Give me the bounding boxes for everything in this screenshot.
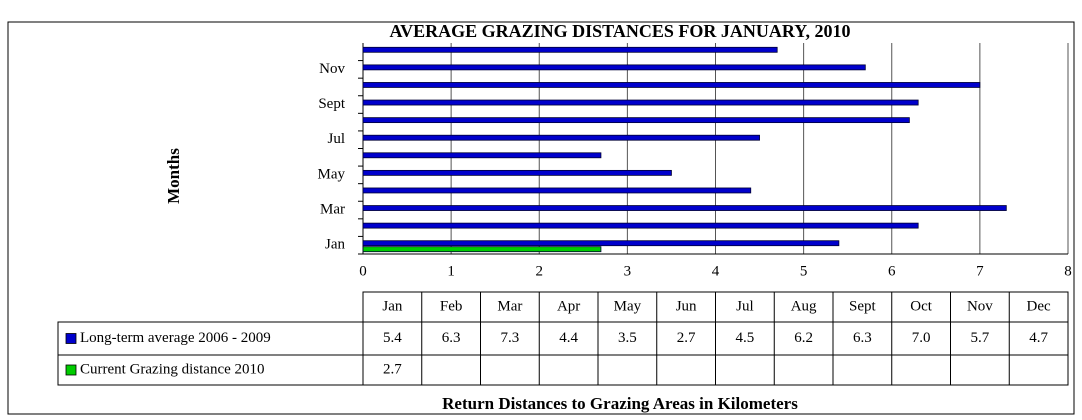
bar <box>362 64 866 71</box>
y-tick-label: Jan <box>325 237 345 253</box>
table-value: 5.4 <box>383 330 402 346</box>
x-tick-label: 6 <box>888 263 896 279</box>
table-value: 2.7 <box>677 330 696 346</box>
chart-title: AVERAGE GRAZING DISTANCES FOR JANUARY, 2… <box>389 21 850 41</box>
bar <box>362 246 602 253</box>
bar <box>362 117 910 124</box>
x-tick-label: 3 <box>624 263 632 279</box>
table-header: Mar <box>497 298 522 314</box>
x-tick-label: 4 <box>712 263 720 279</box>
table-header: Sept <box>849 298 877 314</box>
table-header: Feb <box>440 298 463 314</box>
table-value: 7.0 <box>912 330 931 346</box>
bar <box>362 205 1007 211</box>
table-value: 6.3 <box>442 330 461 346</box>
table-value: 6.2 <box>794 330 813 346</box>
bar <box>362 222 919 229</box>
table-value: 5.7 <box>971 330 990 346</box>
y-tick-label: Sept <box>318 96 346 112</box>
x-tick-label: 1 <box>447 263 455 279</box>
legend-swatch <box>65 333 77 344</box>
table-header: Jun <box>676 298 697 314</box>
table-value: 2.7 <box>383 361 402 377</box>
bar <box>362 134 760 141</box>
table-header: Aug <box>791 298 817 314</box>
table-value: 7.3 <box>501 330 520 346</box>
table-header: May <box>614 298 642 314</box>
x-tick-label: 0 <box>359 263 367 279</box>
table-value: 4.7 <box>1029 330 1048 346</box>
bar <box>362 187 752 194</box>
x-tick-label: 8 <box>1064 263 1072 279</box>
bar <box>362 240 840 247</box>
table-header: Apr <box>557 298 580 314</box>
legend-label: Current Grazing distance 2010 <box>80 361 265 377</box>
table-value: 4.4 <box>559 330 578 346</box>
y-tick-label: Jul <box>327 131 345 147</box>
table-header: Dec <box>1027 298 1051 314</box>
bar <box>362 82 981 88</box>
x-tick-label: 7 <box>976 263 984 279</box>
legend-label: Long-term average 2006 - 2009 <box>80 330 271 346</box>
table-header: Oct <box>910 298 932 314</box>
legend-swatch <box>65 364 77 376</box>
table-value: 3.5 <box>618 330 637 346</box>
bar <box>362 152 602 159</box>
x-axis-label: Return Distances to Grazing Areas in Kil… <box>442 394 798 413</box>
y-tick-label: Nov <box>319 61 345 77</box>
table-header: Jan <box>382 298 402 314</box>
table-value: 4.5 <box>736 330 755 346</box>
table-header: Nov <box>967 298 993 314</box>
y-axis-label: Months <box>164 148 183 204</box>
table-header: Jul <box>736 298 754 314</box>
table-value: 6.3 <box>853 330 872 346</box>
bar <box>362 169 672 176</box>
y-tick-label: Mar <box>320 201 345 217</box>
bar <box>362 99 919 106</box>
x-tick-label: 2 <box>536 263 544 279</box>
y-tick-label: May <box>318 166 346 182</box>
x-tick-label: 5 <box>800 263 808 279</box>
bar <box>362 46 778 53</box>
